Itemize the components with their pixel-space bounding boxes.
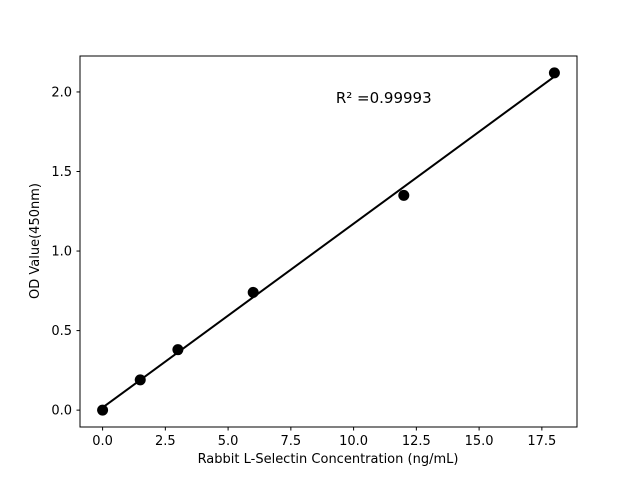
r-squared-annotation: R² =0.99993	[336, 89, 432, 107]
x-tick-label: 2.5	[155, 434, 176, 449]
x-tick-label: 0.0	[92, 434, 113, 449]
y-axis-label: OD Value(450nm)	[28, 183, 43, 299]
x-tick-label: 15.0	[465, 434, 494, 449]
data-point	[97, 404, 109, 416]
data-point	[398, 189, 410, 201]
y-tick-label: 0.0	[51, 404, 72, 419]
y-tick-label: 1.5	[51, 165, 72, 180]
plot-frame	[79, 55, 578, 428]
x-tick-label: 5.0	[218, 434, 239, 449]
x-tick-label: 12.5	[402, 434, 431, 449]
fit-line	[101, 75, 556, 409]
data-point	[134, 374, 146, 386]
x-axis-label: Rabbit L-Selectin Concentration (ng/mL)	[198, 452, 459, 467]
data-point	[172, 344, 184, 356]
data-point	[548, 67, 560, 79]
x-tick-label: 7.5	[281, 434, 302, 449]
x-tick-label: 17.5	[527, 434, 556, 449]
x-tick-label: 10.0	[339, 434, 368, 449]
y-tick-label: 0.5	[51, 324, 72, 339]
y-tick-label: 1.0	[51, 245, 72, 260]
y-tick-label: 2.0	[51, 85, 72, 100]
data-point	[247, 286, 259, 298]
